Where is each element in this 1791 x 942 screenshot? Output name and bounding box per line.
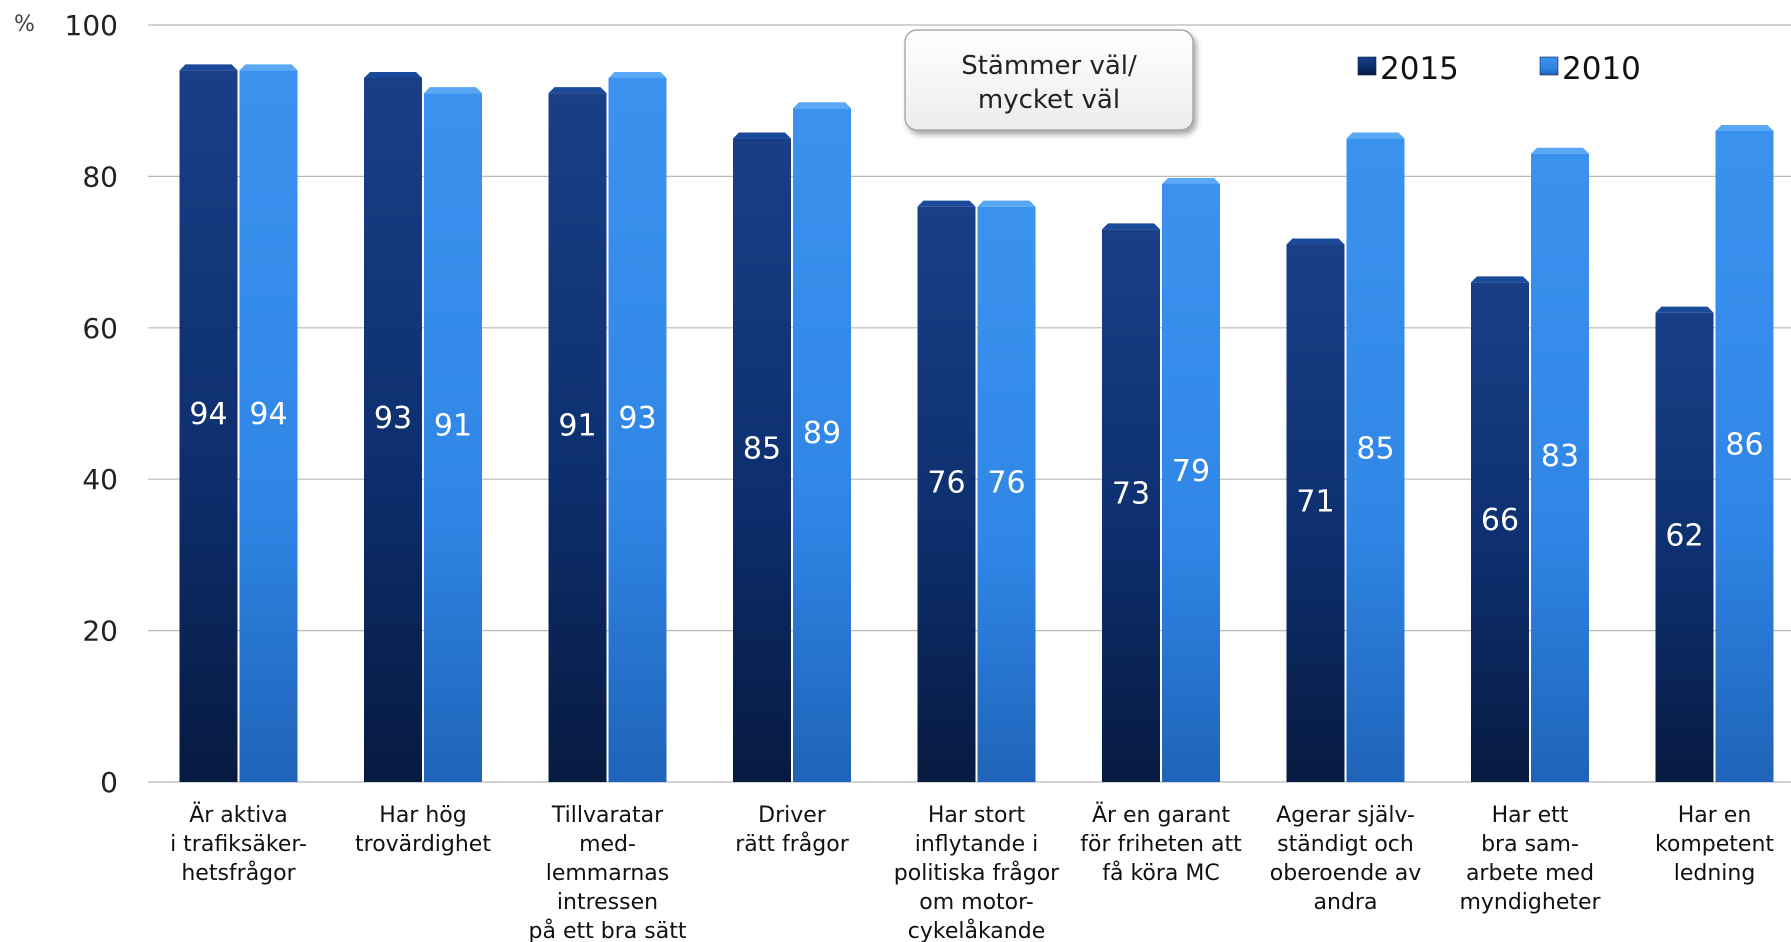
bar-cap-2010-5: [1162, 177, 1220, 184]
bar-2010-5: [1162, 183, 1220, 783]
bar-cap-2015-4: [917, 200, 976, 207]
data-label-2015-5: 73: [1112, 477, 1150, 512]
data-label-2010-7: 83: [1541, 439, 1579, 474]
bars: [179, 64, 1774, 783]
legend-swatch-2010: [1539, 56, 1559, 76]
bar-2015-1: [364, 77, 422, 783]
legend: 2015 2010: [1357, 51, 1641, 87]
bar-cap-2015-6: [1286, 238, 1345, 245]
bar-2015-6: [1286, 244, 1345, 782]
x-category-label: Har hög trovärdighet: [355, 803, 491, 857]
bar-cap-2010-7: [1531, 147, 1589, 154]
data-label-2010-2: 93: [618, 401, 656, 436]
data-label-2010-5: 79: [1172, 454, 1210, 489]
legend-label-2015: 2015: [1380, 51, 1459, 87]
bar-2010-7: [1531, 153, 1589, 782]
data-label-2015-1: 93: [374, 401, 412, 436]
x-category-label: Tillvaratar med-lemmarnas intressen på ett …: [529, 803, 687, 942]
bar-cap-2010-8: [1715, 124, 1774, 131]
data-label-2015-7: 66: [1481, 503, 1519, 538]
data-labels: 94 94 93 91 91 93 85 89 76 76 73 79 71 85 66 83 62 86: [189, 397, 1763, 553]
x-category-label: Är aktiva i trafiksäker-hetsfrågor: [170, 802, 307, 886]
annotation-text: Stämmer väl/mycket väl: [961, 51, 1137, 115]
y-tick-label: 60: [82, 312, 118, 345]
bar-2015-4: [917, 206, 976, 782]
data-label-2015-3: 85: [743, 431, 781, 466]
data-label-2010-8: 86: [1725, 427, 1763, 462]
y-tick-label: 0: [100, 766, 118, 799]
bar-2010-6: [1346, 138, 1405, 783]
data-label-2010-1: 91: [434, 409, 472, 444]
bar-cap-2010-4: [977, 200, 1036, 207]
x-category-label: Har stort inflytande i politiska frågor om …: [894, 803, 1060, 942]
bar-2010-1: [424, 93, 482, 782]
data-label-2015-2: 91: [558, 409, 596, 444]
annotation-box-frame: [904, 29, 1194, 131]
bar-cap-2015-0: [179, 64, 238, 71]
bar-2015-5: [1102, 229, 1160, 782]
bar-cap-2010-1: [424, 87, 482, 94]
legend-label-2010: 2010: [1562, 51, 1641, 87]
y-tick-label: 100: [65, 9, 118, 42]
bar-cap-2015-8: [1655, 306, 1714, 313]
bar-cap-2010-0: [239, 64, 298, 71]
y-tick-label: 80: [82, 160, 118, 193]
data-label-2010-3: 89: [803, 416, 841, 451]
legend-swatch-2015: [1357, 56, 1377, 76]
bar-cap-2010-3: [793, 102, 851, 109]
y-unit-label: %: [14, 12, 35, 37]
bar-2015-3: [733, 138, 791, 783]
data-label-2010-6: 85: [1356, 431, 1394, 466]
x-category-label: Har en kompetent ledning: [1655, 803, 1774, 886]
bar-cap-2015-2: [548, 87, 607, 94]
annotation-box: Stämmer väl/mycket väl: [904, 29, 1194, 131]
bar-2010-8: [1715, 130, 1774, 783]
bar-2010-0: [239, 70, 298, 783]
bar-cap-2015-1: [364, 71, 422, 78]
bar-2010-2: [608, 77, 667, 783]
x-category-label: Har ett bra sam-arbete med myndigheter: [1459, 803, 1601, 915]
data-label-2015-8: 62: [1665, 518, 1703, 553]
x-category-label: Driver rätt frågor: [735, 803, 849, 857]
data-label-2015-0: 94: [189, 397, 227, 432]
data-label-2010-4: 76: [987, 465, 1025, 500]
bar-cap-2010-2: [608, 71, 667, 78]
x-axis-labels: Är aktiva i trafiksäker-hetsfrågor Har hög…: [170, 802, 1774, 942]
data-label-2015-4: 76: [927, 465, 965, 500]
bar-cap-2010-6: [1346, 132, 1405, 139]
bar-cap-2015-5: [1102, 223, 1160, 230]
bar-cap-2015-7: [1471, 276, 1529, 283]
bar-2015-7: [1471, 282, 1529, 782]
bar-2010-3: [793, 108, 851, 782]
data-label-2015-6: 71: [1296, 484, 1334, 519]
bar-2015-0: [179, 70, 238, 783]
bar-2015-8: [1655, 312, 1714, 782]
data-label-2010-0: 94: [249, 397, 287, 432]
bar-2015-2: [548, 93, 607, 782]
y-axis: 0 20 40 60 80 100%: [14, 9, 118, 799]
x-category-label: Agerar själv-ständigt och oberoende av and…: [1270, 803, 1421, 915]
bar-cap-2015-3: [733, 132, 791, 139]
x-category-label: Är en garant för friheten att få köra MC: [1080, 802, 1242, 886]
bar-2010-4: [977, 206, 1036, 782]
y-tick-label: 20: [82, 615, 118, 648]
y-tick-label: 40: [82, 463, 118, 496]
